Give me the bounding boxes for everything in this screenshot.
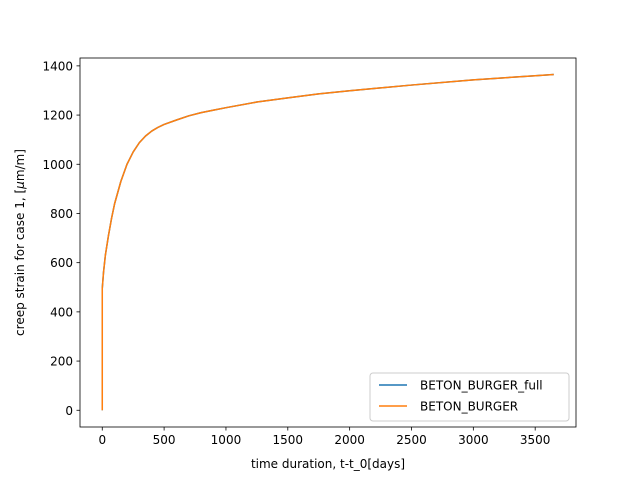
x-tick-label: 1500 bbox=[273, 433, 304, 447]
axes-frame bbox=[79, 57, 577, 428]
y-axis-label-prefix: creep strain for case 1, [ bbox=[13, 189, 27, 336]
y-tick-label: 1200 bbox=[42, 109, 73, 123]
y-axis-label-suffix: m/m] bbox=[13, 149, 27, 181]
y-axis-ticks: 0 200 400 600 800 1000 1200 1400 bbox=[42, 59, 80, 418]
x-axis-label: time duration, t-t_0[days] bbox=[251, 457, 405, 471]
legend: BETON_BURGER_full BETON_BURGER bbox=[369, 372, 570, 422]
y-tick-label: 1400 bbox=[42, 59, 73, 73]
series-line-beton-burger bbox=[101, 73, 554, 411]
y-tick-label: 1000 bbox=[42, 158, 73, 172]
y-tick-label: 400 bbox=[50, 305, 73, 319]
legend-label-beton-burger: BETON_BURGER bbox=[420, 400, 518, 414]
y-tick-label: 200 bbox=[50, 355, 73, 369]
legend-label-beton-burger-full: BETON_BURGER_full bbox=[420, 379, 543, 393]
y-tick-label: 800 bbox=[50, 207, 73, 221]
x-tick-label: 3000 bbox=[458, 433, 489, 447]
x-tick-label: 500 bbox=[153, 433, 176, 447]
x-tick-label: 2500 bbox=[396, 433, 427, 447]
x-tick-label: 3500 bbox=[520, 433, 551, 447]
x-axis-ticks: 0 500 1000 1500 2000 2500 3000 3500 bbox=[98, 427, 550, 447]
x-tick-label: 2000 bbox=[334, 433, 365, 447]
x-tick-label: 0 bbox=[98, 433, 106, 447]
plot-lines bbox=[101, 73, 554, 411]
legend-box bbox=[369, 372, 570, 422]
y-axis-label-mu: μ bbox=[13, 181, 27, 190]
y-tick-label: 600 bbox=[50, 256, 73, 270]
x-tick-label: 1000 bbox=[211, 433, 242, 447]
y-tick-label: 0 bbox=[65, 404, 73, 418]
y-axis-label: creep strain for case 1, [μm/m] bbox=[13, 149, 27, 336]
